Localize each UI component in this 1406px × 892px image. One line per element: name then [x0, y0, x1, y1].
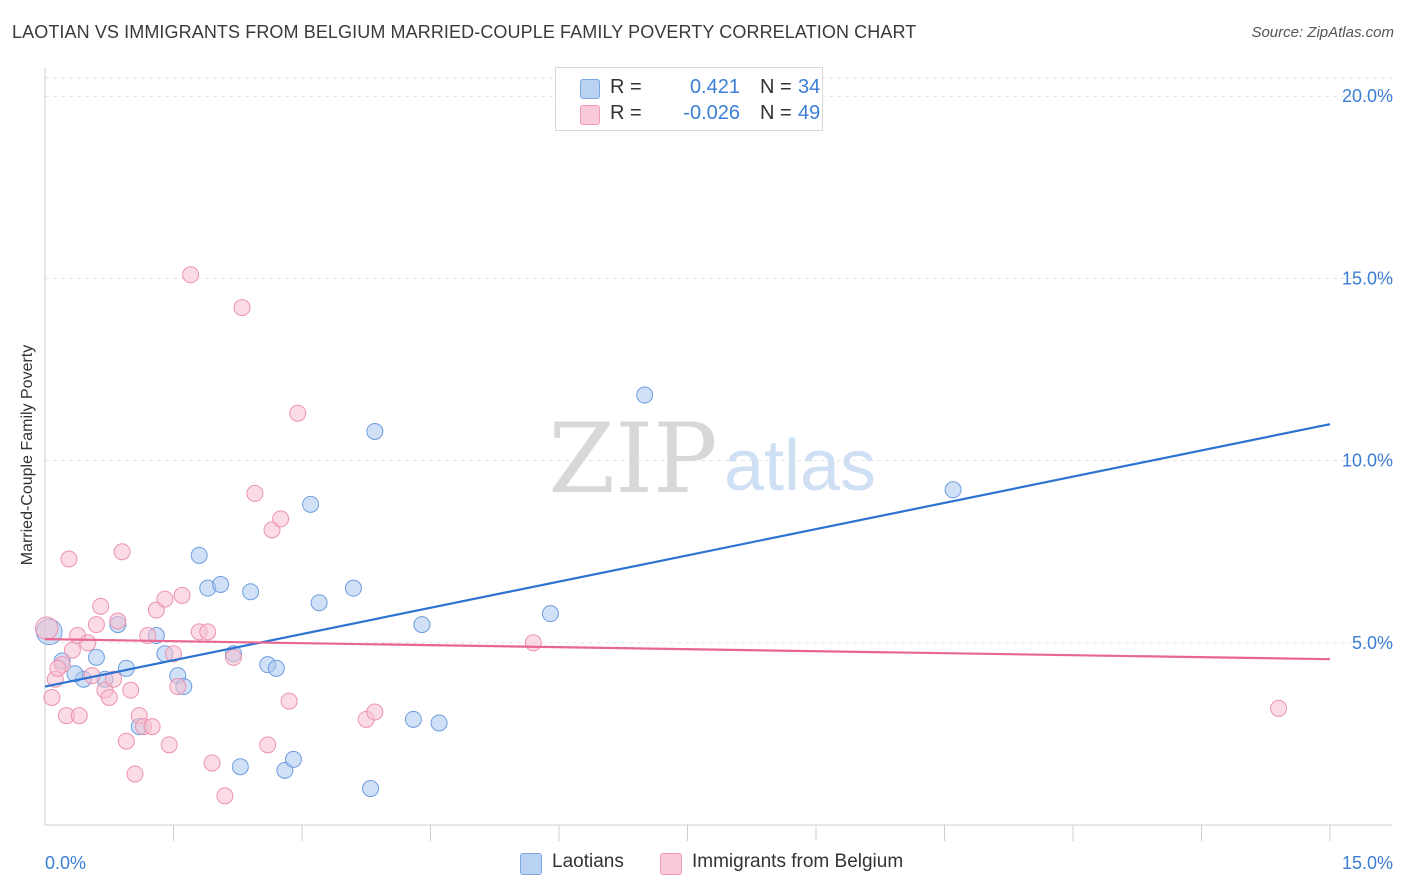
source-credit: Source: ZipAtlas.com [1251, 24, 1394, 41]
belgium-point [259, 736, 277, 754]
belgium-point [1270, 699, 1288, 717]
belgium-point [35, 616, 59, 640]
laotians-point [231, 758, 249, 776]
belgium-point [113, 543, 131, 561]
r-value: 0.421 [689, 76, 740, 98]
laotians-point [310, 594, 328, 612]
belgium-point [100, 688, 118, 706]
belgium-swatch [580, 105, 600, 125]
laotians-point [212, 576, 230, 594]
belgium-point [280, 692, 298, 710]
laotians-point [362, 780, 380, 798]
laotians-point [284, 750, 302, 768]
belgium-point [203, 754, 221, 772]
belgium-point [79, 634, 97, 652]
belgium-point [156, 590, 174, 608]
x-tick-label: 15.0% [1342, 853, 1393, 873]
correlation-stats-box: R = 0.421 N = 34 R = -0.026 N = 49 [555, 67, 823, 131]
r-value: -0.026 [683, 102, 740, 124]
y-tick-label: 15.0% [1342, 268, 1393, 288]
r-label: R = [610, 76, 642, 98]
watermark-atlas: atlas [724, 426, 876, 506]
laotians-point [190, 546, 208, 564]
y-tick-label: 10.0% [1342, 451, 1393, 471]
belgium-point [126, 765, 144, 783]
laotians-point [344, 579, 362, 597]
n-label: N = [760, 76, 792, 98]
belgium-point [246, 484, 264, 502]
laotians-point [541, 605, 559, 623]
laotians-legend-swatch [520, 853, 542, 875]
belgium-point [92, 597, 110, 615]
belgium-point [49, 659, 67, 677]
belgium-trend-line [44, 638, 1331, 661]
n-value: 49 [798, 102, 821, 124]
legend-label: Laotians [552, 851, 624, 872]
y-tick-label: 5.0% [1352, 633, 1393, 653]
laotians-point [87, 648, 105, 666]
laotians-point [302, 495, 320, 513]
laotians-point [413, 616, 431, 634]
laotians-point [267, 659, 285, 677]
n-value: 34 [798, 76, 821, 98]
belgium-point [182, 266, 200, 284]
belgium-point [216, 787, 234, 805]
n-label: N = [760, 102, 792, 124]
belgium-point [272, 510, 290, 528]
x-tick-label: 0.0% [45, 853, 86, 873]
belgium-point [199, 623, 217, 641]
belgium-point [117, 732, 135, 750]
laotians-point [636, 386, 654, 404]
belgium-point [143, 718, 161, 736]
y-tick-label: 20.0% [1342, 86, 1393, 106]
belgium-point [165, 645, 182, 663]
belgium-point [160, 736, 178, 754]
belgium-point [169, 678, 187, 696]
belgium-point [233, 299, 251, 317]
laotians-point [430, 714, 448, 732]
laotians-point [944, 481, 962, 499]
belgium-point [43, 688, 61, 706]
laotians-point [66, 665, 84, 683]
belgium-point [366, 703, 384, 721]
laotians-point [404, 710, 422, 728]
belgium-point [289, 404, 307, 422]
belgium-point [105, 670, 123, 688]
belgium-point [173, 586, 191, 604]
laotians-point [242, 583, 260, 601]
legend-label: Immigrants from Belgium [692, 851, 904, 872]
belgium-point [87, 616, 105, 634]
belgium-legend-swatch [660, 853, 682, 875]
r-label: R = [610, 102, 642, 124]
chart-title: LAOTIAN VS IMMIGRANTS FROM BELGIUM MARRI… [12, 22, 917, 42]
belgium-point [122, 681, 140, 699]
belgium-point [524, 634, 542, 652]
belgium-point [139, 627, 157, 645]
laotians-swatch [580, 79, 600, 99]
belgium-point [224, 648, 242, 666]
watermark-zip: ZIP [548, 403, 717, 515]
belgium-point [70, 707, 88, 725]
laotians-point [366, 422, 384, 440]
chart-legend: Laotians Immigrants from Belgium [0, 851, 1406, 877]
belgium-point [60, 550, 78, 568]
belgium-point [109, 612, 127, 630]
belgium-point [63, 641, 81, 659]
